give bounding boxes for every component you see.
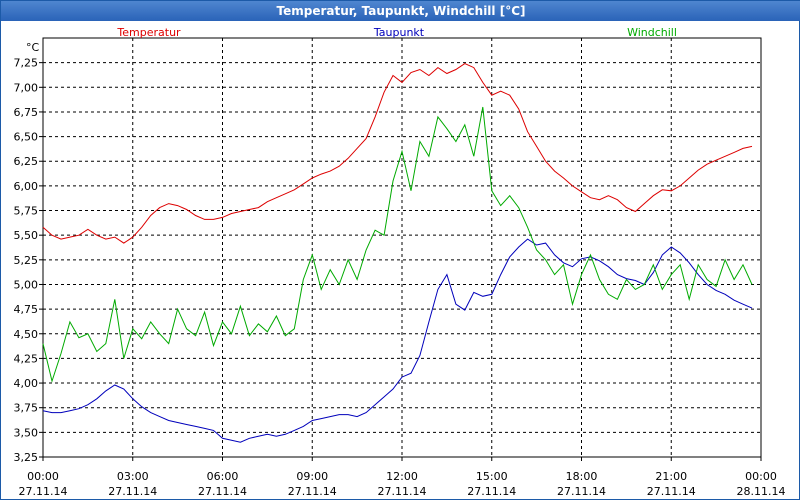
y-tick-label: 3,75 (14, 402, 39, 415)
x-tick-date: 27.11.14 (288, 485, 337, 498)
legend-item-temperatur: Temperatur (116, 26, 181, 39)
x-tick-date: 27.11.14 (19, 485, 68, 498)
x-tick-time: 00:00 (27, 470, 59, 483)
y-tick-label: 7,00 (14, 81, 39, 94)
y-tick-label: 5,00 (14, 278, 39, 291)
x-tick-time: 15:00 (476, 470, 508, 483)
x-tick-date: 27.11.14 (378, 485, 427, 498)
legend: Temperatur Taupunkt Windchill (116, 26, 677, 39)
x-tick-time: 18:00 (566, 470, 598, 483)
x-axis: 00:00 27.11.14 03:00 27.11.14 06:00 27.11.14 0… (19, 457, 786, 498)
x-tick-date: 27.11.14 (467, 485, 516, 498)
y-tick-label: 4,25 (14, 352, 39, 365)
x-tick-time: 00:00 (745, 470, 777, 483)
y-axis: 7,25 7,00 6,75 6,50 6,25 6,00 5,75 5,50 5,25 5,00… (14, 57, 43, 464)
legend-item-windchill: Windchill (627, 26, 677, 39)
y-tick-label: 3,50 (14, 426, 39, 439)
y-tick-label: 5,75 (14, 205, 39, 218)
y-tick-label: 7,25 (14, 57, 39, 70)
x-tick-time: 06:00 (207, 470, 239, 483)
y-tick-label: 5,50 (14, 229, 39, 242)
x-tick-date: 27.11.14 (198, 485, 247, 498)
y-tick-label: 4,00 (14, 377, 39, 390)
y-tick-label: 4,50 (14, 328, 39, 341)
y-tick-label: 6,50 (14, 131, 39, 144)
x-tick-date: 27.11.14 (557, 485, 606, 498)
y-tick-label: 4,75 (14, 303, 39, 316)
x-tick-time: 21:00 (655, 470, 687, 483)
series-line-temperatur (42, 63, 753, 244)
x-tick-time: 03:00 (117, 470, 149, 483)
y-tick-label: 6,00 (14, 180, 39, 193)
x-tick-date: 27.11.14 (108, 485, 157, 498)
y-tick-label: 6,25 (14, 155, 39, 168)
window-title: Temperatur, Taupunkt, Windchill [°C] (1, 1, 800, 21)
x-tick-time: 12:00 (386, 470, 418, 483)
y-tick-label: 6,75 (14, 106, 39, 119)
grid (43, 38, 761, 458)
series-line-taupunkt (42, 238, 753, 443)
y-unit-label: °C (26, 41, 40, 54)
x-tick-time: 09:00 (296, 470, 328, 483)
y-tick-label: 5,25 (14, 254, 39, 267)
x-tick-date: 27.11.14 (647, 485, 696, 498)
legend-item-taupunkt: Taupunkt (373, 26, 425, 39)
series-line-windchill (42, 106, 753, 383)
x-tick-date: 28.11.14 (737, 485, 786, 498)
y-tick-label: 3,25 (14, 451, 39, 464)
series-layer (42, 63, 753, 443)
